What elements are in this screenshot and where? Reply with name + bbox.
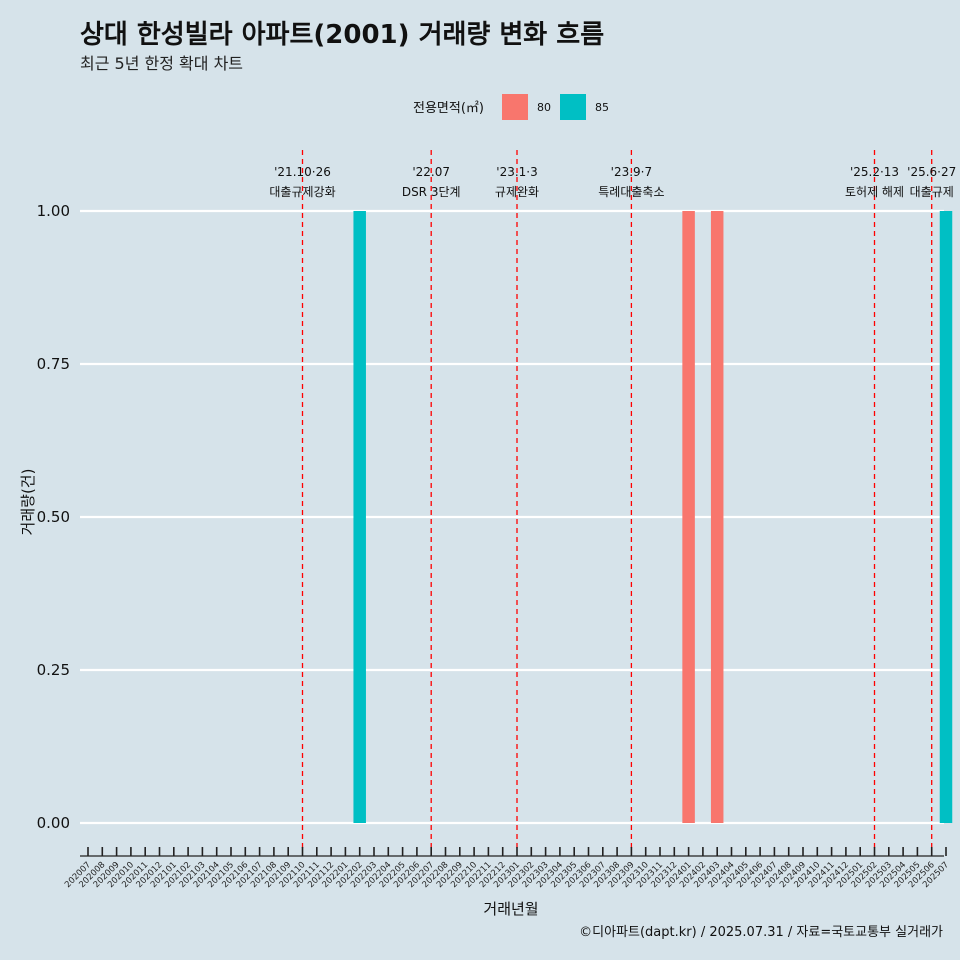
event-date-label: '22.07 (412, 165, 450, 179)
bar-85-202202 (353, 211, 366, 823)
event-date-label: '23.1·3 (496, 165, 537, 179)
x-axis-title: 거래년월 (483, 900, 538, 918)
y-tick-label: 0.25 (37, 661, 70, 679)
caption: ©디아파트(dapt.kr) / 2025.07.31 / 자료=국토교통부 실… (579, 925, 943, 940)
event-name-label: 규제완화 (495, 185, 539, 199)
legend-label-80: 80 (537, 101, 551, 114)
y-tick-label: 0.00 (37, 814, 70, 832)
event-name-label: DSR 3단계 (402, 185, 461, 199)
chart-subtitle: 최근 5년 한정 확대 차트 (80, 54, 243, 73)
y-tick-label: 0.50 (37, 508, 70, 526)
legend-swatch-80 (502, 94, 528, 120)
event-date-label: '23.9·7 (611, 165, 652, 179)
bar-80-202401 (682, 211, 695, 823)
event-date-label: '25.2·13 (850, 165, 899, 179)
y-tick-label: 0.75 (37, 355, 70, 373)
bars (353, 211, 953, 823)
event-date-label: '21.10·26 (274, 165, 331, 179)
y-tick-label: 1.00 (37, 202, 70, 220)
legend-title: 전용면적(㎡) (413, 101, 484, 116)
bar-80-202403 (710, 211, 724, 823)
event-name-label: 대출규제강화 (269, 185, 335, 199)
legend-swatch-85 (560, 94, 586, 120)
y-axis-title: 거래량(건) (19, 469, 37, 536)
event-name-label: 특례대출축소 (598, 185, 664, 199)
event-name-label: 토허제 해제 (845, 185, 904, 199)
event-date-label: '25.6·27 (907, 165, 956, 179)
legend-label-85: 85 (595, 101, 609, 114)
event-annotations: '21.10·26 대출규제강화 '22.07 DSR 3단계 '23.1·3 규제완화 '… (269, 150, 956, 851)
event-name-label: 대출규제 (910, 185, 954, 199)
legend: 전용면적(㎡) 80 85 (413, 94, 609, 120)
axes: 2020072020082020092020102020112020122021… (63, 847, 951, 890)
chart-title: 상대 한성빌라 아파트(2001) 거래량 변화 흐름 (80, 20, 604, 50)
bar-85-202507 (939, 211, 953, 823)
gridlines: 0.00 0.25 0.50 0.75 1.00 (37, 202, 944, 832)
